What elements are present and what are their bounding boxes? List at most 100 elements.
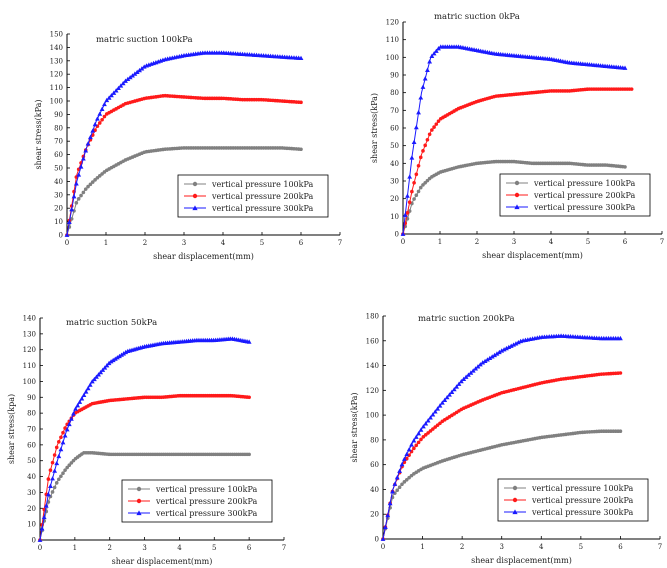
data-point bbox=[102, 102, 107, 106]
chart-title: matric suction 50kPa bbox=[66, 318, 157, 328]
data-point bbox=[407, 174, 412, 178]
legend-label: vertical pressure 200kPa bbox=[531, 496, 633, 505]
data-point bbox=[61, 431, 65, 435]
data-point bbox=[630, 87, 634, 91]
x-tick-label: 6 bbox=[623, 238, 628, 246]
x-tick-label: 5 bbox=[586, 238, 590, 246]
y-tick-label: 60 bbox=[390, 125, 399, 133]
x-tick-label: 5 bbox=[212, 544, 216, 552]
y-tick-label: 40 bbox=[390, 160, 399, 168]
y-tick-label: 30 bbox=[27, 489, 36, 497]
x-tick-label: 6 bbox=[299, 239, 304, 247]
data-point bbox=[412, 140, 417, 144]
y-tick-label: 0 bbox=[59, 232, 63, 240]
y-tick-label: 120 bbox=[386, 19, 399, 27]
y-tick-label: 50 bbox=[54, 165, 63, 173]
data-point bbox=[395, 488, 399, 492]
y-tick-label: 60 bbox=[370, 461, 379, 469]
data-point bbox=[414, 125, 419, 129]
y-axis-label: shear stress(kPa) bbox=[34, 99, 43, 169]
data-point bbox=[425, 68, 430, 72]
y-tick-label: 50 bbox=[390, 142, 399, 150]
legend-label: vertical pressure 300kPa bbox=[533, 203, 635, 212]
data-point bbox=[415, 172, 419, 176]
y-tick-label: 40 bbox=[54, 178, 63, 186]
data-point bbox=[418, 95, 423, 99]
legend-label: vertical pressure 300kPa bbox=[211, 204, 313, 213]
x-tick-label: 7 bbox=[658, 543, 662, 551]
legend-label: vertical pressure 100kPa bbox=[211, 180, 313, 189]
data-point bbox=[55, 446, 59, 450]
y-tick-label: 100 bbox=[50, 98, 63, 106]
x-tick-label: 0 bbox=[401, 238, 405, 246]
data-point bbox=[405, 193, 410, 197]
legend-marker bbox=[513, 498, 517, 502]
data-point bbox=[56, 454, 61, 458]
y-tick-label: 100 bbox=[386, 54, 399, 62]
legend-label: vertical pressure 200kPa bbox=[533, 191, 635, 200]
data-point bbox=[51, 461, 55, 465]
x-tick-label: 3 bbox=[512, 238, 516, 246]
data-point bbox=[50, 476, 55, 480]
data-point bbox=[427, 59, 432, 63]
y-tick-label: 110 bbox=[23, 362, 36, 370]
x-tick-label: 7 bbox=[282, 544, 286, 552]
y-tick-label: 20 bbox=[27, 505, 36, 513]
data-point bbox=[423, 76, 428, 80]
y-tick-label: 70 bbox=[27, 426, 36, 434]
data-point bbox=[247, 453, 251, 457]
data-point bbox=[398, 485, 402, 489]
legend-marker bbox=[137, 499, 141, 503]
y-tick-label: 40 bbox=[27, 473, 36, 481]
y-tick-label: 0 bbox=[375, 536, 379, 544]
y-tick-label: 20 bbox=[370, 511, 379, 519]
x-tick-label: 4 bbox=[549, 238, 554, 246]
x-tick-label: 4 bbox=[221, 239, 226, 247]
y-tick-label: 70 bbox=[390, 107, 399, 115]
data-point bbox=[419, 156, 423, 160]
data-point bbox=[61, 471, 65, 475]
y-tick-label: 140 bbox=[23, 315, 36, 323]
y-tick-label: 20 bbox=[390, 195, 399, 203]
y-tick-label: 120 bbox=[23, 346, 36, 354]
y-tick-label: 0 bbox=[395, 231, 399, 239]
data-point bbox=[51, 490, 55, 494]
data-point bbox=[414, 444, 418, 448]
y-tick-label: 0 bbox=[32, 537, 36, 545]
y-axis-label: shear stress(kpa) bbox=[7, 394, 16, 464]
data-point bbox=[392, 482, 397, 486]
x-tick-label: 3 bbox=[499, 543, 503, 551]
data-point bbox=[59, 474, 63, 478]
legend-marker bbox=[513, 486, 517, 490]
x-tick-label: 5 bbox=[260, 239, 264, 247]
legend-label: vertical pressure 300kPa bbox=[531, 508, 633, 517]
data-point bbox=[59, 447, 64, 451]
data-point bbox=[54, 461, 59, 465]
data-point bbox=[623, 165, 627, 169]
legend: vertical pressure 100kPa vertical pressur… bbox=[178, 175, 328, 217]
y-tick-label: 10 bbox=[27, 521, 36, 529]
x-tick-label: 1 bbox=[104, 239, 108, 247]
x-tick-label: 0 bbox=[381, 543, 385, 551]
data-point bbox=[72, 194, 77, 198]
data-point bbox=[406, 211, 410, 215]
x-tick-label: 0 bbox=[38, 544, 42, 552]
y-tick-label: 60 bbox=[54, 151, 63, 159]
x-axis-label: shear displacement(mm) bbox=[112, 557, 213, 566]
y-tick-label: 130 bbox=[50, 57, 63, 65]
y-tick-label: 50 bbox=[27, 457, 36, 465]
x-tick-label: 3 bbox=[142, 544, 146, 552]
data-point bbox=[79, 194, 83, 198]
legend-label: vertical pressure 300kPa bbox=[155, 509, 257, 518]
data-point bbox=[435, 122, 439, 126]
data-point bbox=[52, 468, 57, 472]
y-axis-label: shear stress(kPa) bbox=[370, 93, 379, 163]
y-tick-label: 120 bbox=[366, 387, 379, 395]
x-tick-label: 3 bbox=[182, 239, 186, 247]
y-tick-label: 40 bbox=[370, 486, 379, 494]
y-tick-label: 90 bbox=[54, 111, 63, 119]
data-point bbox=[59, 435, 63, 439]
data-point bbox=[409, 442, 414, 446]
y-axis-label: shear stress(kPa) bbox=[350, 392, 359, 462]
